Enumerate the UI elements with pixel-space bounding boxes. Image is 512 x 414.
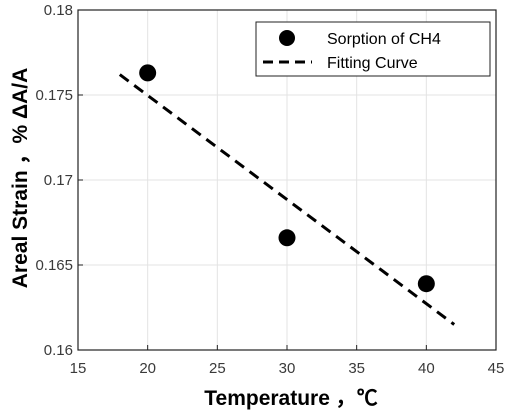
fitting-curve-line bbox=[118, 73, 456, 326]
y-axis-title: Areal Strain ，% ΔA/A bbox=[9, 68, 32, 288]
legend: Sorption of CH4 Fitting Curve bbox=[255, 21, 491, 77]
x-tick-label: 30 bbox=[279, 360, 296, 377]
legend-box bbox=[255, 21, 491, 77]
x-tick-label: 15 bbox=[70, 360, 87, 377]
x-tick-label: 25 bbox=[209, 360, 226, 377]
data-point-sorption bbox=[139, 64, 157, 82]
data-point-sorption bbox=[417, 275, 435, 293]
legend-label-fitting: Fitting Curve bbox=[327, 55, 418, 72]
x-tick-label: 35 bbox=[348, 360, 365, 377]
x-tick-label: 40 bbox=[418, 360, 435, 377]
x-tick-label: 45 bbox=[488, 360, 505, 377]
y-tick-label: 0.16 bbox=[44, 342, 73, 359]
x-axis-title: Temperature ，℃ bbox=[204, 387, 378, 410]
x-tick-label: 20 bbox=[139, 360, 156, 377]
data-point-sorption bbox=[278, 229, 296, 247]
y-tick-label: 0.175 bbox=[35, 87, 73, 104]
legend-marker-sorption bbox=[279, 30, 295, 46]
plot-series bbox=[118, 64, 456, 326]
y-axis-ticks: 0.16 0.165 0.17 0.175 0.18 bbox=[35, 2, 83, 359]
legend-label-sorption: Sorption of CH4 bbox=[327, 31, 441, 48]
y-tick-label: 0.18 bbox=[44, 2, 73, 19]
y-tick-label: 0.17 bbox=[44, 172, 73, 189]
y-tick-label: 0.165 bbox=[35, 257, 73, 274]
x-axis-ticks: 15 20 25 30 35 40 45 bbox=[70, 345, 505, 377]
